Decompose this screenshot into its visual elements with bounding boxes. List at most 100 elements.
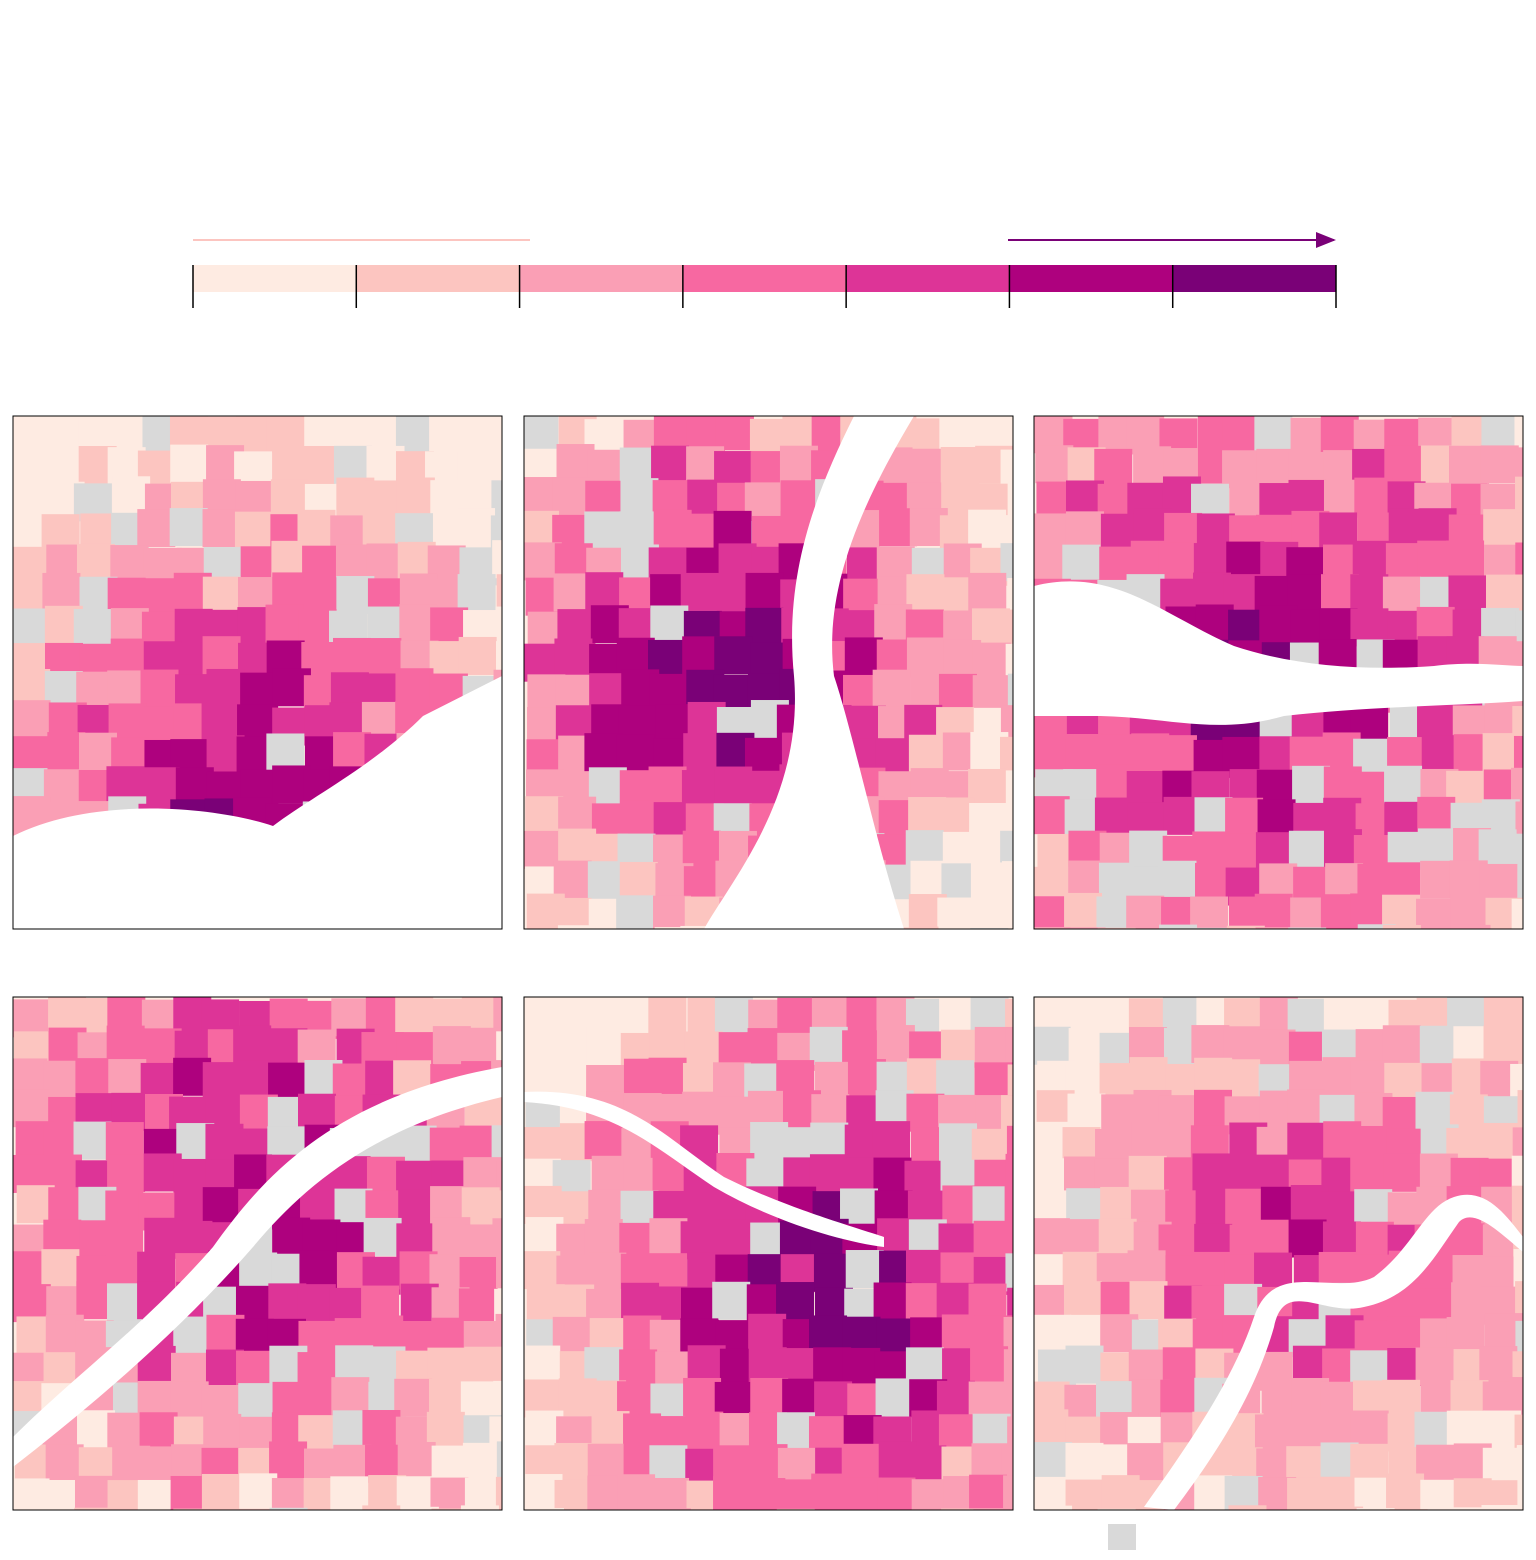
- map-area: [1001, 1383, 1013, 1422]
- map-area: [1414, 1411, 1453, 1450]
- map-area: [746, 1506, 785, 1510]
- map-area: [495, 606, 502, 645]
- map-area: [1357, 924, 1396, 929]
- map-area: [714, 766, 753, 805]
- water: [13, 1067, 502, 1467]
- map-area: [1065, 1479, 1104, 1510]
- map-area: [107, 670, 146, 709]
- map-area: [1034, 1026, 1071, 1065]
- map-area: [1512, 706, 1523, 745]
- map-area: [648, 766, 687, 805]
- map-area: [458, 636, 497, 675]
- map-area: [1098, 862, 1137, 901]
- map-area: [842, 1347, 881, 1386]
- map-area: [1420, 1479, 1459, 1510]
- map-area: [811, 997, 850, 1032]
- map-area: [1095, 997, 1134, 1034]
- map-area: [107, 1412, 146, 1451]
- map-frame: [1033, 415, 1524, 930]
- map-area: [47, 732, 86, 771]
- map-area: [653, 895, 692, 929]
- map-area: [809, 1026, 848, 1065]
- map-area: [1382, 894, 1421, 929]
- map-area: [553, 573, 592, 612]
- map-area: [1191, 1025, 1230, 1064]
- map-area: [872, 669, 911, 708]
- map-area: [872, 1121, 911, 1160]
- map-area: [394, 1378, 433, 1417]
- map-area: [524, 416, 559, 452]
- map-area: [1516, 447, 1523, 486]
- map-area: [73, 1121, 112, 1160]
- water: [524, 1091, 884, 1247]
- map-area: [681, 770, 720, 809]
- map-area: [1002, 929, 1040, 967]
- map-panel: [1033, 415, 1524, 968]
- map-area: [687, 1345, 726, 1384]
- map-area: [13, 608, 51, 647]
- map-area: [1420, 1509, 1459, 1510]
- map-area: [1450, 893, 1489, 929]
- map-area: [558, 796, 597, 835]
- map-area: [685, 1512, 723, 1550]
- map-area: [462, 1027, 501, 1066]
- map-area: [968, 572, 1007, 611]
- map-area: [1483, 509, 1522, 548]
- map-area: [1420, 930, 1458, 968]
- map-area: [334, 931, 372, 969]
- map-area: [362, 1505, 401, 1510]
- map-area: [1005, 643, 1013, 682]
- map-area: [271, 1478, 310, 1510]
- water: [13, 676, 502, 929]
- map-area: [457, 508, 496, 547]
- map-area: [305, 1513, 343, 1551]
- map-area: [1190, 896, 1229, 929]
- map-area: [460, 1381, 499, 1420]
- map-area: [141, 1510, 179, 1548]
- map-area: [554, 1479, 593, 1510]
- map-area: [524, 1251, 561, 1290]
- map-area: [1384, 765, 1423, 804]
- map-area: [1007, 482, 1013, 521]
- map-area: [140, 669, 179, 708]
- map-area: [909, 926, 948, 929]
- map-area: [1354, 1189, 1393, 1228]
- map-area: [1350, 574, 1389, 613]
- map-area: [1288, 1219, 1327, 1258]
- map-area: [1255, 1154, 1294, 1193]
- map-area: [777, 1412, 816, 1451]
- map-area: [1003, 1475, 1013, 1510]
- map-panel: [12, 415, 503, 969]
- map-area: [1160, 1379, 1199, 1418]
- map-area: [939, 1123, 978, 1162]
- map-area: [303, 928, 342, 929]
- map-area: [105, 1122, 144, 1161]
- map-area: [496, 1250, 502, 1289]
- map-area: [1000, 736, 1013, 775]
- map-area: [240, 672, 279, 711]
- map-area: [648, 1057, 687, 1096]
- map-area: [1222, 736, 1261, 775]
- map-area: [937, 897, 976, 929]
- map-area: [1415, 1347, 1454, 1386]
- map-area: [1354, 477, 1393, 516]
- map-area: [493, 449, 502, 488]
- map-area: [1005, 770, 1013, 809]
- map-area: [1034, 796, 1070, 835]
- map-area: [1158, 860, 1197, 899]
- map-area: [143, 927, 182, 929]
- map-area: [1097, 927, 1136, 929]
- map-area: [493, 416, 502, 452]
- map-area: [584, 1121, 623, 1160]
- map-area: [13, 1284, 51, 1323]
- map-area: [1034, 896, 1071, 929]
- map-panel: [1033, 996, 1524, 1511]
- map-area: [1226, 541, 1265, 580]
- map-area: [1352, 540, 1391, 579]
- map-area: [74, 1475, 113, 1510]
- map-area: [877, 1477, 916, 1510]
- map-area: [169, 508, 208, 547]
- map-area: [363, 638, 402, 677]
- map-area: [591, 1511, 629, 1549]
- map-area: [1254, 893, 1293, 929]
